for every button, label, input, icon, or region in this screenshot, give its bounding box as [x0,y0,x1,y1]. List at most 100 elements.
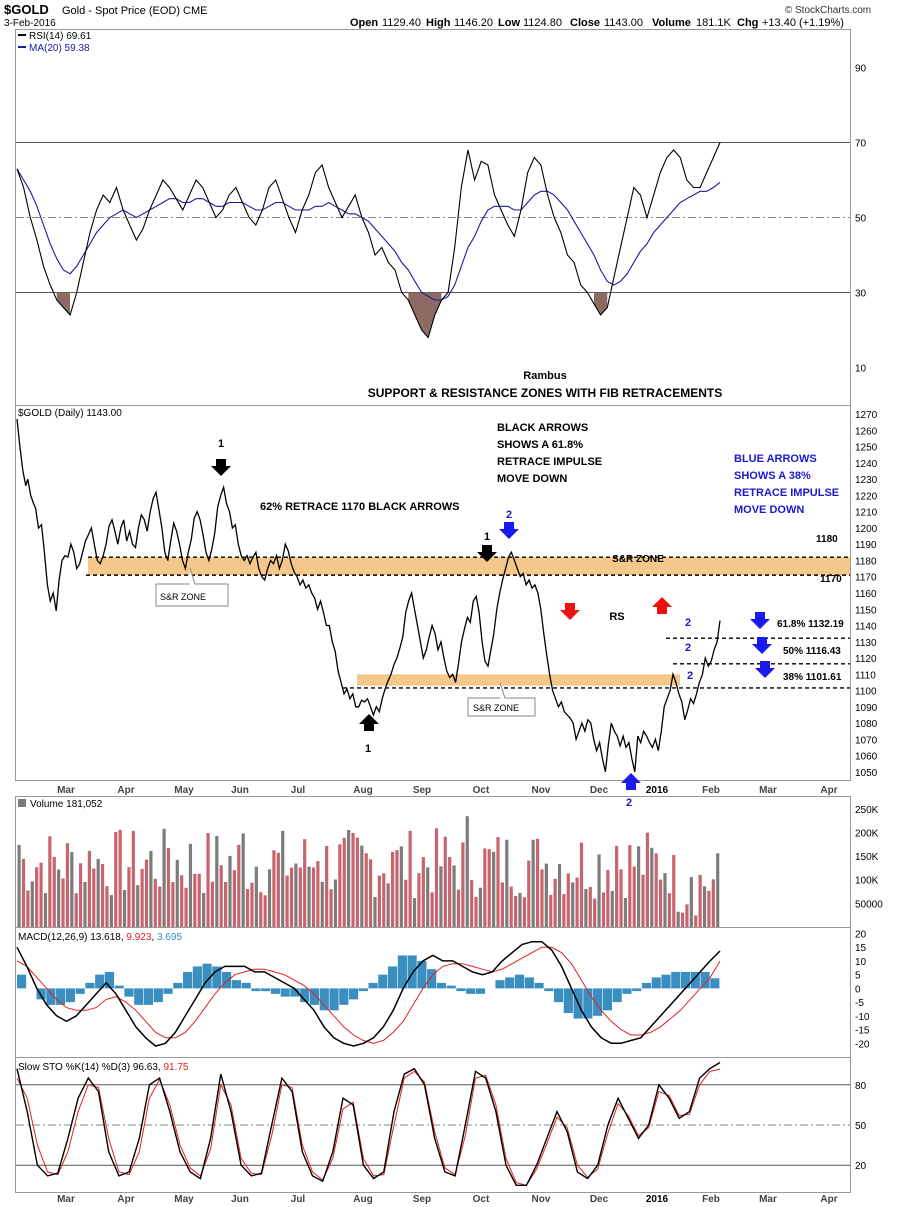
volume-bar [711,879,715,927]
x-axis-label: Mar [759,785,777,796]
blue-arrows-line-4: MOVE DOWN [734,504,804,516]
volume-bar [408,830,412,927]
stochastic-d-line [16,1068,721,1186]
macd-hist-bar [632,988,642,992]
volume-bar [259,892,263,927]
close-label: Close [570,17,600,29]
macd-hist-bar [417,960,427,989]
fib-label-50: 50% 1116.43 [783,646,841,657]
x-axis-label: Mar [57,1194,75,1205]
sr-zone-callout-label-lower: S&R ZONE [473,703,519,713]
macd-tick-label: 0 [855,984,861,995]
x-axis-label: Aug [353,785,372,796]
x-axis-label: Nov [532,1194,551,1205]
macd-hist-bar [407,955,417,989]
macd-hist-bar [231,980,241,989]
level-label-1180: 1180 [816,534,838,545]
volume-bar [215,835,219,927]
volume-bar [39,862,43,927]
volume-bar [241,833,245,927]
volume-bar [149,850,153,927]
volume-bar [333,879,338,927]
x-axis-label: Aug [353,1194,372,1205]
volume-bar [285,875,289,927]
macd-hist-bar [300,988,310,1003]
volume-bar [619,869,623,927]
sr-zone-lower [357,674,680,686]
volume-bar [43,893,48,927]
price-tick-label: 1100 [855,687,877,698]
macd-hist-bar [339,988,349,1005]
symbol-subtitle: Gold - Spot Price (EOD) CME [62,5,207,17]
volume-bar [698,874,702,927]
volume-bar [588,886,592,927]
sr-zone-callout-box-lower [467,682,536,717]
macd-hist-bar [173,982,183,989]
macd-hist-bar [710,978,720,989]
tick-label: 50 [855,214,867,225]
volume-bar [632,866,636,927]
macd-hist-bar [680,971,691,989]
panel-frames [15,29,851,1193]
wave-2-oct-label: 2 [506,509,512,521]
volume-bar [355,837,360,927]
x-axis-label: Jun [231,785,249,796]
volume-bar [180,875,184,927]
macd-hist-bar [690,971,700,989]
wave-1-aug-label: 1 [365,743,371,755]
price-tick-label: 1270 [855,410,878,421]
price-tick-label: 1140 [855,622,877,633]
volume-bar [707,890,711,927]
volume-bar [513,895,518,927]
volume-bar [307,866,311,927]
volume-bar [685,904,689,927]
volume-bar [426,867,430,927]
volume-bar [676,911,680,927]
macd-tick-label: 20 [855,929,867,940]
macd-hist-bar [212,966,222,989]
volume-bar [162,828,166,927]
macd-hist-bar [388,966,398,989]
rsi-tick-labels: 90 70 50 30 10 [855,64,867,375]
volume-bar [364,853,368,927]
tick-label: 70 [855,139,867,150]
fib-label-618: 61.8% 1132.19 [777,619,844,630]
macd-hist-bar [427,969,437,989]
macd-tick-label: -5 [855,998,864,1009]
volume-bar [478,887,483,927]
volume-bar [70,852,74,927]
macd-hist-bar [134,988,144,1005]
volume-bar [325,845,329,927]
volume-bar [702,886,707,927]
volume-tick-labels: 250K 200K 150K 100K 50000 [855,805,883,911]
x-axis-label: Feb [702,1194,720,1205]
red-arrow-down-left [560,603,580,620]
rsi-ma-legend-swatch [18,46,26,48]
rsi-panel: 90 70 50 30 10 RSI(14) 69.61 MA(20) 59.38 Ra… [16,31,867,400]
volume-bar [579,842,584,927]
macd-hist-bar [153,988,163,1003]
volume-bar [342,837,346,927]
stochastic-legend-name: Slow STO %K(14) %D(3) [18,1062,130,1073]
macd-hist-bar [612,988,622,1003]
x-axis-label: Jul [291,1194,306,1205]
volume-label: Volume [652,17,691,29]
price-tick-label: 1230 [855,475,878,486]
rsi-gridlines [16,142,850,293]
macd-hist-bar [261,988,271,992]
macd-hist-bar [671,971,681,989]
volume-bar [474,896,478,927]
volume-bar [35,867,39,927]
price-tick-label: 1240 [855,459,878,470]
volume-bar [509,886,513,927]
macd-hist-bar [514,974,525,989]
macd-hist-bar [280,988,290,997]
annotation-black-arrows: BLACK ARROWS SHOWS A 61.8% RETRACE IMPUL… [497,422,602,485]
volume-bar [518,892,522,927]
volume-bar [439,866,443,927]
volume-bar [386,883,390,927]
blue-arrows-line-1: BLUE ARROWS [734,453,817,465]
volume-bar [417,873,421,927]
volume-bar [347,829,351,927]
x-axis-label: Sep [413,785,431,796]
